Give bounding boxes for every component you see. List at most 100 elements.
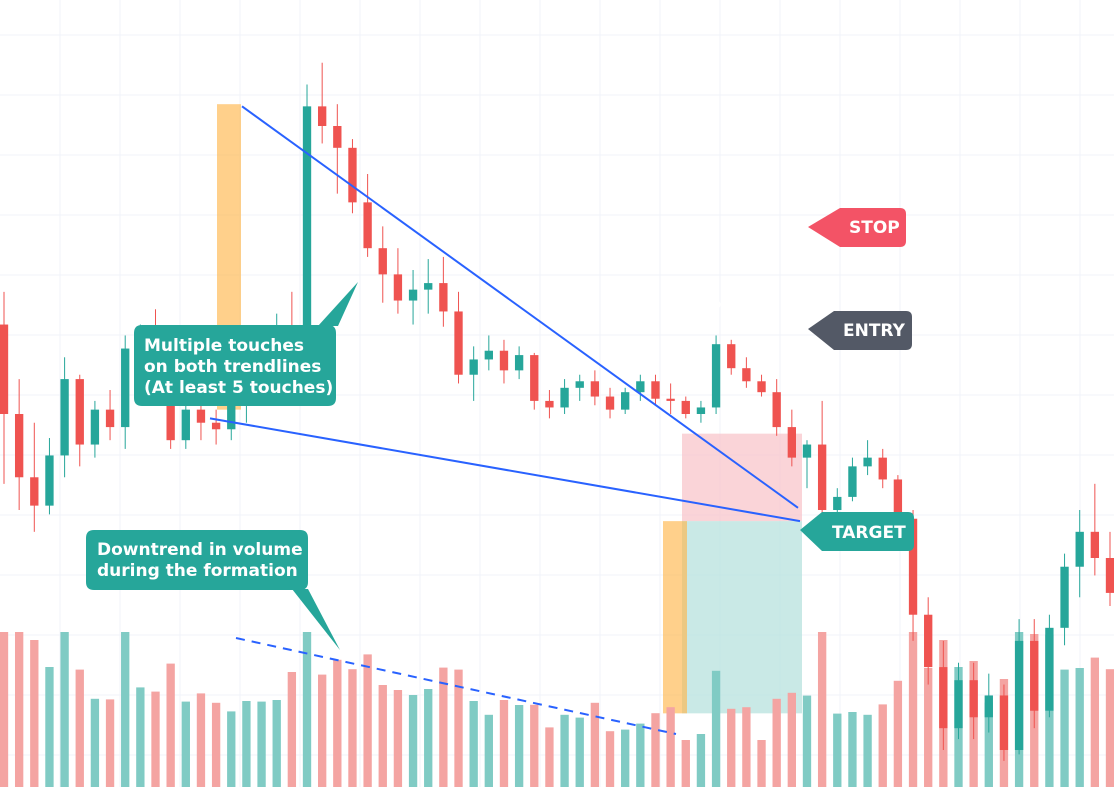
candle-body (302, 106, 312, 347)
candle-body (454, 311, 463, 375)
volume-bar (60, 632, 69, 787)
candle-body (939, 667, 948, 729)
volume-bar (575, 717, 584, 787)
volume-bar (257, 701, 266, 787)
candle-body (636, 381, 645, 393)
candle-body (196, 409, 206, 423)
candle-body (863, 457, 872, 467)
volume-bar (181, 701, 190, 787)
candle-body (1014, 640, 1024, 750)
volume-bar (1060, 669, 1069, 787)
volume-bar (469, 701, 478, 787)
volume-bar (211, 702, 221, 787)
stop-label: STOP (849, 218, 900, 238)
volume-bar (1090, 657, 1100, 787)
target-label: TARGET (832, 523, 906, 543)
candle-body (14, 414, 24, 478)
volume-bar (908, 632, 918, 787)
touches-note-line-2: on both trendlines (144, 357, 321, 377)
entry-label: ENTRY (843, 321, 906, 341)
candle-body (908, 518, 918, 615)
candle-body (105, 409, 115, 428)
candle-body (590, 381, 600, 397)
candle-body (424, 283, 433, 290)
volume-bar (545, 727, 554, 787)
volume-bar (45, 667, 54, 787)
volume-bar (666, 707, 675, 787)
candle-body (1030, 640, 1039, 711)
candle-body (1090, 531, 1100, 558)
volume-bar (14, 632, 24, 787)
volume-bar (772, 698, 781, 787)
entry-tag: ENTRY (808, 311, 912, 350)
volume-bar (408, 695, 418, 787)
volume-bar (378, 685, 387, 787)
candle-body (60, 379, 69, 456)
candle-body (90, 409, 100, 445)
upper-trendline (241, 105, 799, 509)
candle-body (575, 381, 584, 388)
volume-bar (530, 704, 539, 787)
candle-body (348, 147, 357, 203)
volume-bar (848, 712, 857, 787)
candle-body (833, 496, 842, 510)
volume-bar (348, 669, 357, 787)
candle-body (45, 455, 54, 506)
target-zone (682, 521, 802, 714)
volume-bar (242, 701, 251, 787)
candle-body (0, 324, 9, 414)
volume-bar (514, 705, 524, 787)
volume-bar (105, 699, 115, 787)
candle-body (696, 407, 706, 414)
candle-body (954, 680, 963, 729)
volume-bar (863, 714, 872, 787)
candle-body (333, 126, 342, 148)
volume-bar (817, 632, 827, 787)
candle-body (727, 344, 736, 369)
volume-bar (1075, 668, 1084, 787)
candle-body (711, 344, 721, 408)
candle-body (651, 381, 660, 399)
candle-body (408, 289, 418, 301)
candle-body (817, 444, 827, 510)
candle-body (1105, 558, 1114, 593)
candle-body (530, 355, 539, 401)
volume-bar (302, 632, 312, 787)
candle-body (969, 680, 978, 718)
trendlines (209, 105, 801, 735)
candle-body (878, 457, 887, 480)
candle-body (924, 614, 933, 668)
volume-bar (0, 632, 9, 787)
volume-bar (424, 689, 433, 787)
candle-body (772, 392, 781, 428)
candle-body (757, 381, 766, 393)
candle-body (787, 427, 797, 458)
volume-bar (121, 632, 130, 787)
candle-body (893, 479, 903, 519)
candle-body (514, 355, 524, 371)
candle-body (802, 444, 812, 458)
volume-bar (1105, 669, 1114, 787)
volume-bar (75, 669, 84, 787)
volume-bar (833, 713, 842, 787)
volume-bar (30, 640, 39, 787)
volume-bar (454, 669, 463, 787)
candle-body (363, 202, 372, 249)
candle-body (484, 350, 493, 360)
candle-body (378, 248, 387, 275)
candle-body (681, 400, 690, 414)
volume-bar (272, 700, 281, 787)
candle-body (1060, 566, 1069, 628)
volume-bar (757, 740, 766, 787)
projection-highlight (663, 521, 687, 714)
volume-bar (636, 723, 645, 787)
candle-body (227, 403, 236, 430)
target-tag: TARGET (800, 512, 914, 551)
candle-body (30, 477, 39, 506)
candle-body (1045, 627, 1054, 711)
volume-bar (893, 680, 903, 787)
volume-bar (90, 698, 100, 787)
candle-body (560, 387, 569, 408)
volume-bar (742, 707, 751, 787)
